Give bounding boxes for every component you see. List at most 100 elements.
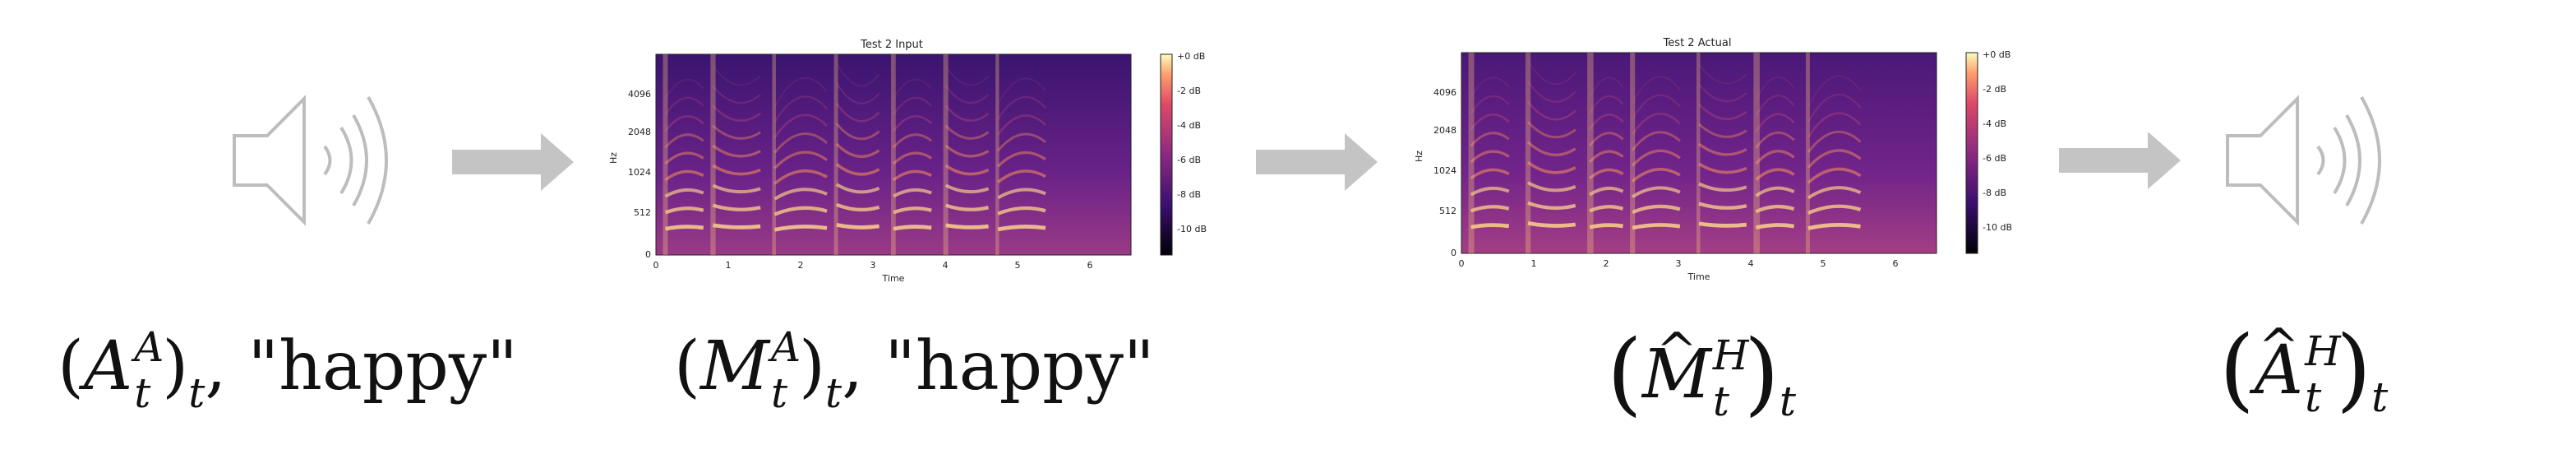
harmonic-band [892,151,933,165]
harmonic-band [1526,100,1577,121]
harmonic-band [712,203,761,211]
harmonic-band [835,123,880,141]
onset-band [995,54,999,255]
harmonic-band [1755,150,1795,165]
onset-band [1753,53,1760,253]
harmonic-band [892,115,933,132]
harmonic-band [1755,168,1795,181]
harmonic-band [1755,113,1795,133]
harmonic-band [1698,221,1747,228]
harmonic-band [997,225,1046,232]
harmonic-band [1755,95,1795,117]
harmonic-band [664,206,704,215]
harmonic-band [1755,223,1794,230]
harmonic-band [945,223,989,230]
harmonic-band [835,62,880,87]
y-tick-label: 1024 [628,167,651,178]
harmonic-band [1470,114,1510,131]
harmonic-band [944,85,990,104]
harmonic-band [1527,221,1577,228]
colorbar-tick-label: -4 dB [1177,120,1201,131]
harmonic-band [1526,160,1577,174]
x-tick-label: 1 [726,260,732,271]
onset-band [1587,53,1594,253]
harmonic-band [1698,63,1747,85]
harmonic-band [1807,186,1862,200]
harmonic-band [1470,132,1510,147]
harmonic-band [835,202,880,212]
x-tick-label: 5 [1015,260,1021,271]
harmonic-band [1807,149,1862,169]
harmonic-band [997,169,1046,183]
harmonic-band [1470,95,1510,114]
harmonic-band [944,144,990,158]
harmonic-band [665,225,704,231]
harmonic-band [997,114,1046,136]
harmonic-band [1631,131,1681,151]
y-axis-label: Hz [608,152,619,164]
spectrogram-title: Test 2 Actual [1663,37,1732,49]
harmonic-band [1470,168,1510,180]
label-word: "happy" [884,327,1155,406]
harmonic-band [1470,205,1510,213]
harmonic-band [1588,132,1624,147]
label-word: "happy" [247,327,518,406]
harmonic-band [1470,186,1510,197]
label-sub: t [770,369,788,417]
harmonic-band [1755,76,1795,101]
x-tick-label: 4 [943,260,949,271]
harmonic-band [997,95,1046,120]
onset-band [943,54,949,255]
harmonic-band [1807,112,1862,138]
harmonic-band [1807,130,1862,153]
x-tick-label: 1 [1531,258,1537,269]
label-base: M [700,327,769,406]
harmonic-band [1807,93,1862,123]
x-tick-label: 3 [1676,258,1682,269]
harmonic-band [892,133,933,149]
harmonic-band [1631,168,1681,183]
harmonic-band [1698,202,1747,210]
harmonic-band [773,95,828,123]
harmonic-band [1632,186,1681,198]
harmonic-band [1470,76,1510,98]
harmonic-band [1527,60,1577,86]
harmonic-band [1527,201,1577,211]
harmonic-band [997,188,1046,200]
colorbar [1160,53,1173,256]
label-sup: A [770,323,801,371]
harmonic-band [997,206,1046,216]
onset-band [1468,53,1475,253]
harmonic-band [773,169,828,185]
harmonic-band [1698,123,1747,138]
onset-band [772,54,776,255]
label-base: A [2254,332,2304,410]
harmonic-band [773,206,828,216]
harmonic-band [773,114,829,138]
y-tick-label: 512 [634,207,651,218]
harmonic-band [835,142,880,158]
label-sub: t [2305,373,2322,421]
harmonic-band [893,206,932,215]
harmonic-band [664,151,704,165]
harmonic-band [1807,223,1861,230]
x-tick-label: 0 [653,260,659,271]
harmonic-band [1755,131,1795,149]
harmonic-band [1470,150,1510,164]
x-axis-label: Time [882,273,905,284]
harmonic-band [664,115,704,132]
harmonic-band [944,183,990,194]
harmonic-band [1588,168,1624,180]
speaker-icon [2226,95,2381,226]
harmonic-band [664,96,704,116]
x-tick-label: 6 [1087,260,1093,271]
harmonic-band [944,104,990,122]
harmonic-band [893,78,932,100]
harmonic-band [944,124,990,140]
harmonic-band [944,164,990,176]
colorbar-tick-label: -4 dB [1983,118,2006,129]
x-tick-label: 0 [1459,258,1465,269]
